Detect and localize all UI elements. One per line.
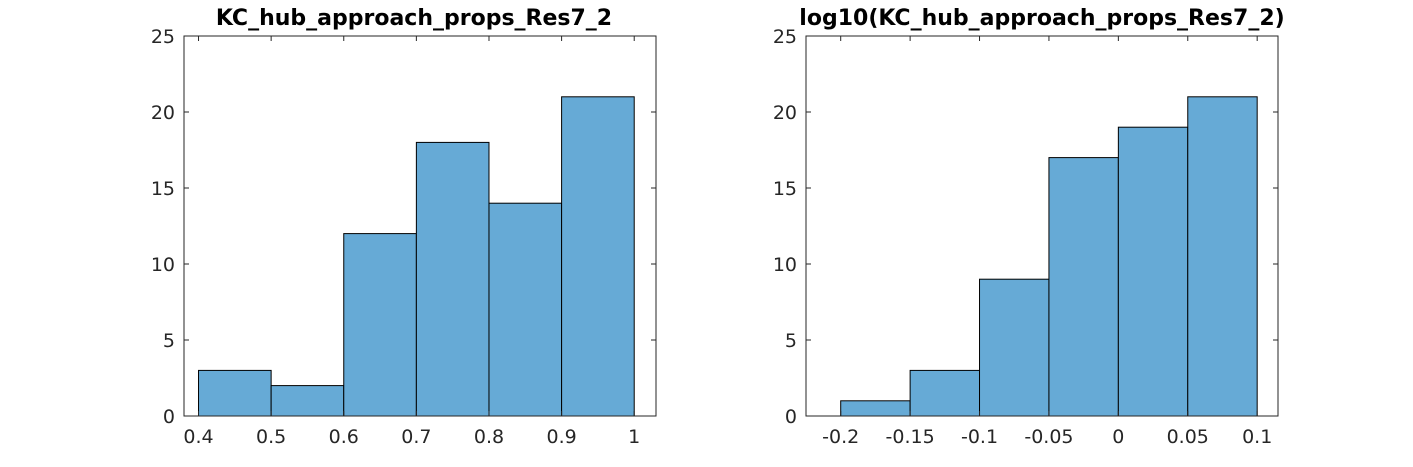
right-y-tick-label: 25: [773, 26, 797, 48]
right-bar-1: [840, 400, 911, 417]
right-chart-title: log10(KC_hub_approach_props_Res7_2): [799, 6, 1284, 31]
left-y-tick-label: 10: [151, 254, 175, 276]
left-y-tick-label: 5: [163, 330, 175, 352]
left-x-tick-label: 0.4: [183, 426, 213, 448]
right-x-tick-label: 0.05: [1167, 426, 1209, 448]
right-x-tick-label: 0: [1112, 426, 1124, 448]
right-x-tick-label: -0.2: [822, 426, 859, 448]
right-x-tick-label: -0.1: [961, 426, 998, 448]
left-x-tick-label: 0.7: [401, 426, 431, 448]
right-y-tick-label: 20: [773, 102, 797, 124]
left-y-tick-label: 0: [163, 406, 175, 428]
right-y-tick-label: 15: [773, 178, 797, 200]
right-bar-4: [1048, 157, 1119, 417]
right-x-tick-label: 0.1: [1242, 426, 1272, 448]
right-y-tick-label: 10: [773, 254, 797, 276]
left-bar-4: [415, 141, 490, 417]
right-bar-6: [1187, 96, 1258, 417]
right-x-ticks: -0.2 -0.15 -0.1 -0.05 0 0.05 0.1: [822, 36, 1272, 448]
right-y-tick-label: 0: [785, 406, 797, 428]
left-x-tick-label: 1: [628, 426, 640, 448]
right-x-tick-label: -0.15: [886, 426, 935, 448]
left-axes-box: [183, 35, 657, 417]
left-y-tick-label: 25: [151, 26, 175, 48]
right-bar-2: [909, 369, 981, 417]
left-y-tick-label: 15: [151, 178, 175, 200]
right-axes-box: [805, 35, 1279, 417]
right-bar-3: [979, 278, 1050, 417]
left-bar-3: [343, 233, 417, 417]
left-histogram-panel: KC_hub_approach_props_Res7_2 0.4 0.5 0.6 0.…: [151, 6, 657, 448]
left-bar-2: [270, 385, 345, 417]
left-y-ticks: 0 5 10 15 20 25: [151, 26, 656, 428]
right-x-tick-label: -0.05: [1024, 426, 1073, 448]
left-histogram-bars: [198, 96, 635, 417]
left-bar-6: [561, 96, 635, 417]
right-histogram-bars: [840, 96, 1258, 417]
left-x-tick-label: 0.9: [546, 426, 576, 448]
right-y-tick-label: 5: [785, 330, 797, 352]
right-bar-5: [1117, 126, 1189, 417]
left-x-ticks: 0.4 0.5 0.6 0.7 0.8 0.9 1: [183, 36, 640, 448]
left-bar-5: [488, 202, 563, 417]
left-x-tick-label: 0.5: [256, 426, 286, 448]
right-y-ticks: 0 5 10 15 20 25: [773, 26, 1278, 428]
left-y-tick-label: 20: [151, 102, 175, 124]
left-chart-title: KC_hub_approach_props_Res7_2: [216, 6, 612, 31]
left-x-tick-label: 0.6: [329, 426, 359, 448]
left-bar-1: [198, 369, 272, 417]
left-x-tick-label: 0.8: [474, 426, 504, 448]
right-histogram-panel: log10(KC_hub_approach_props_Res7_2) -0.2…: [773, 6, 1285, 448]
